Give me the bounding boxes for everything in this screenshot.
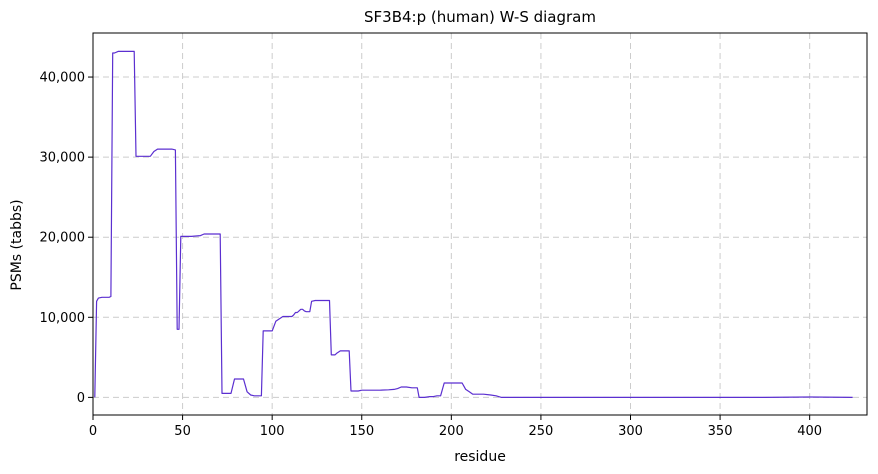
- x-tick-label: 300: [618, 424, 643, 439]
- x-tick-label: 100: [260, 424, 285, 439]
- chart-title: SF3B4:p (human) W-S diagram: [364, 8, 596, 26]
- x-tick-label: 250: [529, 424, 554, 439]
- x-tick-label: 150: [349, 424, 374, 439]
- y-tick-label: 40,000: [40, 71, 86, 86]
- x-tick-label: 350: [708, 424, 733, 439]
- plot-frame: [92, 32, 868, 416]
- plot-area: [94, 50, 853, 398]
- y-tick-label: 20,000: [40, 231, 86, 246]
- y-tick-label: 30,000: [40, 151, 86, 166]
- series-line-0: [94, 50, 853, 398]
- y-axis: 0 10,000 20,000 30,000 40,000: [40, 71, 93, 406]
- y-axis-title: PSMs (tabbs): [9, 199, 25, 290]
- x-tick-label: 0: [89, 424, 97, 439]
- x-axis-title: residue: [454, 449, 506, 465]
- x-tick-label: 400: [797, 424, 822, 439]
- y-tick-label: 10,000: [40, 311, 86, 326]
- y-tick-label: 0: [77, 391, 85, 406]
- x-tick-label: 200: [439, 424, 464, 439]
- grid: [92, 33, 867, 415]
- x-axis: 0 50 100 150 200 250 300 350 400: [89, 415, 822, 439]
- x-tick-label: 50: [174, 424, 191, 439]
